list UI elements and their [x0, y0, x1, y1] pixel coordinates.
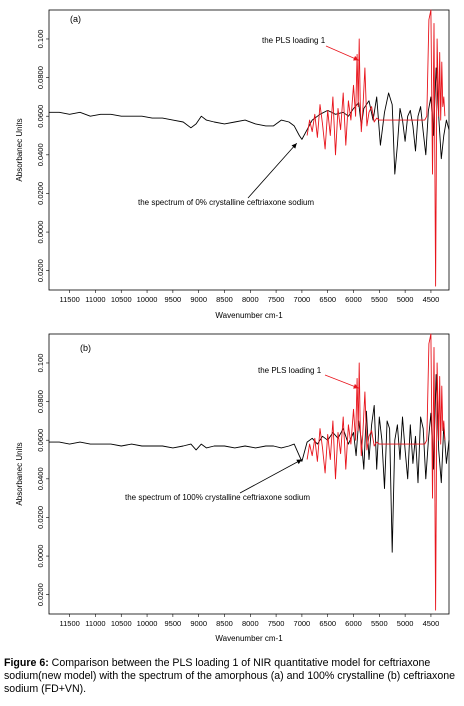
chart-panel-a: 11500 11000 10500 10000 9500 9000 8500 8000 7500…	[15, 9, 450, 320]
plot-frame	[48, 333, 450, 615]
x-tick-label: 4500	[423, 619, 440, 628]
annotation-label: the PLS loading 1	[258, 366, 322, 375]
y-axis-label: Absorbanec Units	[15, 118, 24, 181]
y-tick-label: 0.0200	[36, 182, 45, 205]
annotation-label: the spectrum of 0% crystalline ceftriaxo…	[138, 198, 314, 207]
annotation-arrow	[247, 142, 298, 199]
y-tick-label: 0.0000	[36, 221, 45, 244]
annotation-arrowhead	[353, 383, 359, 389]
x-tick-label: 11500	[59, 295, 79, 304]
annotation-arrow	[325, 45, 359, 61]
annotation-label: the spectrum of 100% crystalline ceftria…	[125, 493, 310, 502]
figure-caption: Figure 6: Comparison between the PLS loa…	[4, 657, 462, 696]
x-tick-label: 8000	[242, 619, 259, 628]
x-tick-label: 8500	[216, 619, 233, 628]
y-tick-label: 0.100	[36, 30, 45, 49]
x-tick-label: 10500	[111, 295, 132, 304]
x-tick-label: 5500	[371, 619, 388, 628]
x-tick-label: 10000	[137, 619, 158, 628]
x-tick-label: 7000	[294, 619, 311, 628]
x-tick-label: 8500	[216, 295, 233, 304]
x-tick-label: 11500	[59, 619, 79, 628]
annotation-label: the PLS loading 1	[262, 36, 326, 45]
spectrum-line	[49, 67, 450, 175]
x-tick-label: 4500	[423, 295, 440, 304]
y-tick-label: 0.0200	[36, 259, 45, 282]
y-tick-label: 0.0000	[36, 545, 45, 568]
y-axis-label: Absorbanec Units	[15, 442, 24, 505]
x-axis-label: Wavenumber cm-1	[215, 634, 283, 643]
x-tick-label: 7500	[268, 619, 285, 628]
x-tick-label: 10500	[111, 619, 132, 628]
x-tick-label: 10000	[137, 295, 158, 304]
x-axis-label: Wavenumber cm-1	[215, 311, 283, 320]
pls-loading-line	[306, 333, 446, 611]
y-tick-label: 0.0400	[36, 143, 45, 166]
y-tick-label: 0.0400	[36, 467, 45, 490]
x-tick-label: 5500	[371, 295, 388, 304]
y-tick-label: 0.0200	[36, 506, 45, 529]
chart-panel-b: 11500 11000 10500 10000 9500 9000 8500 8000 7500…	[15, 333, 450, 643]
panel-label: (b)	[80, 343, 91, 353]
annotation-arrow	[324, 374, 359, 389]
x-tick-label: 9000	[190, 619, 207, 628]
annotation-arrowhead	[353, 55, 359, 61]
x-tick-label: 9500	[165, 295, 182, 304]
y-tick-label: 0.0800	[36, 66, 45, 89]
x-tick-label: 6500	[319, 619, 336, 628]
y-tick-label: 0.0600	[36, 105, 45, 128]
panel-label: (a)	[70, 14, 81, 24]
plot-frame	[48, 9, 450, 291]
x-tick-label: 6000	[345, 619, 362, 628]
x-tick-label: 5000	[397, 295, 414, 304]
annotation-arrow	[239, 459, 303, 494]
y-tick-label: 0.100	[36, 354, 45, 373]
spectrum-line	[49, 374, 450, 553]
x-tick-label: 7500	[268, 295, 285, 304]
x-tick-label: 8000	[242, 295, 259, 304]
y-tick-label: 0.0200	[36, 583, 45, 606]
annotation-arrowhead	[291, 143, 297, 149]
x-tick-label: 11000	[85, 295, 105, 304]
x-tick-label: 6500	[319, 295, 336, 304]
y-tick-label: 0.0800	[36, 390, 45, 413]
figure-canvas: 11500 11000 10500 10000 9500 9000 8500 8000 7500…	[15, 9, 450, 643]
x-tick-label: 11000	[85, 619, 105, 628]
x-tick-label: 9500	[165, 619, 182, 628]
y-tick-label: 0.0600	[36, 429, 45, 452]
x-tick-label: 5000	[397, 619, 414, 628]
pls-loading-line	[306, 9, 446, 287]
x-tick-label: 6000	[345, 295, 362, 304]
caption-text: Comparison between the PLS loading 1 of …	[4, 657, 456, 695]
x-tick-label: 9000	[190, 295, 207, 304]
caption-label: Figure 6:	[4, 657, 49, 669]
x-tick-label: 7000	[294, 295, 311, 304]
annotation-arrowhead	[296, 459, 302, 465]
